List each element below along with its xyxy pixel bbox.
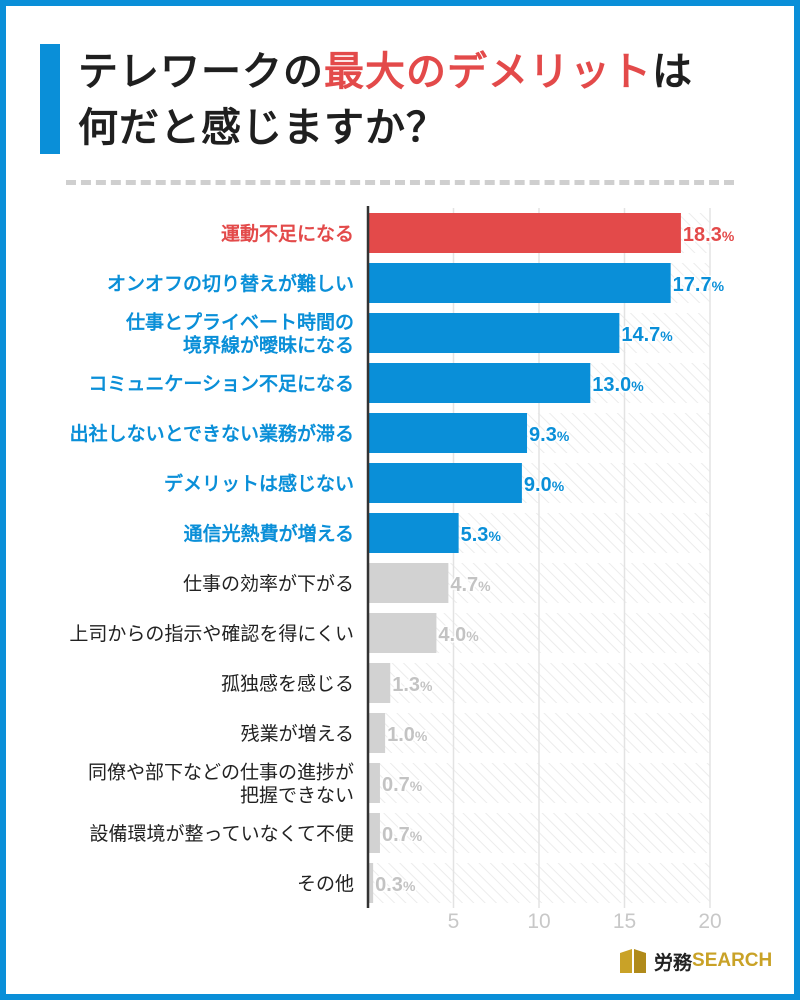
category-label: その他: [297, 873, 354, 895]
title-highlight: 最大のデメリット: [324, 49, 652, 95]
category-label: 設備環境が整っていなくて不便: [90, 823, 354, 845]
value-label: 0.3%: [375, 874, 416, 896]
category-label: 運動不足になる: [221, 223, 354, 245]
bar: [368, 713, 386, 753]
bar: [368, 663, 391, 703]
category-label: 仕事とプライベート時間の: [125, 311, 354, 334]
value-label: 1.0%: [387, 724, 428, 746]
category-label: オンオフの切り替えが難しい: [107, 272, 354, 295]
value-label: 0.7%: [382, 824, 423, 846]
category-label: 同僚や部下などの仕事の進捗が: [88, 762, 354, 784]
value-label: 5.3%: [461, 524, 502, 546]
title-line-1: テレワークの最大のデメリットは: [78, 44, 778, 100]
category-label: デメリットは感じない: [164, 472, 354, 495]
bar: [368, 563, 449, 603]
title-prefix: テレワークの: [78, 49, 324, 95]
title-accent-bar: [40, 44, 60, 154]
dashed-divider: [66, 180, 734, 185]
category-label: 仕事の効率が下がる: [183, 573, 354, 595]
category-label: 残業が増える: [241, 723, 354, 745]
title-line-2: 何だと感じますか？: [78, 105, 447, 151]
bar: [368, 513, 459, 553]
bar: [368, 363, 591, 403]
category-label: コミュニケーション不足になる: [88, 373, 354, 395]
value-label: 9.3%: [529, 424, 570, 446]
title-suffix: は: [652, 49, 693, 95]
x-tick-label: 5: [448, 910, 460, 933]
category-label: 把握できない: [240, 785, 354, 807]
category-label: 境界線が曖昧になる: [183, 334, 354, 357]
x-tick-label: 10: [527, 910, 550, 933]
book-logo-icon: [620, 949, 646, 973]
category-label: 上司からの指示や確認を得にくい: [69, 623, 354, 645]
value-label: 17.7%: [673, 274, 725, 296]
value-label: 9.0%: [524, 474, 565, 496]
x-tick-label: 15: [613, 910, 636, 933]
x-tick-label: 20: [698, 910, 721, 933]
bar: [368, 863, 374, 903]
value-label: 13.0%: [592, 374, 644, 396]
bar: [368, 263, 671, 303]
category-label: 出社しないとできない業務が滞る: [70, 422, 354, 445]
brand-logo: 労務 SEARCH: [618, 944, 772, 978]
bar: [368, 213, 681, 253]
value-label: 4.7%: [450, 574, 491, 596]
bar: [368, 413, 528, 453]
logo-text-en: SEARCH: [692, 950, 773, 971]
bar: [368, 463, 522, 503]
logo-text-jp: 労務: [654, 951, 693, 974]
value-label: 1.3%: [392, 674, 433, 696]
category-label: 孤独感を感じる: [221, 673, 354, 695]
category-label: 通信光熱費が増える: [184, 522, 354, 545]
value-label: 18.3%: [683, 224, 735, 246]
page-title: テレワークの最大のデメリットは 何だと感じますか？: [78, 44, 778, 156]
bar: [368, 313, 620, 353]
bar: [368, 813, 380, 853]
bar: [368, 763, 380, 803]
value-label: 4.0%: [438, 624, 479, 646]
bar: [368, 613, 437, 653]
value-label: 14.7%: [621, 324, 673, 346]
value-label: 0.7%: [382, 774, 423, 796]
